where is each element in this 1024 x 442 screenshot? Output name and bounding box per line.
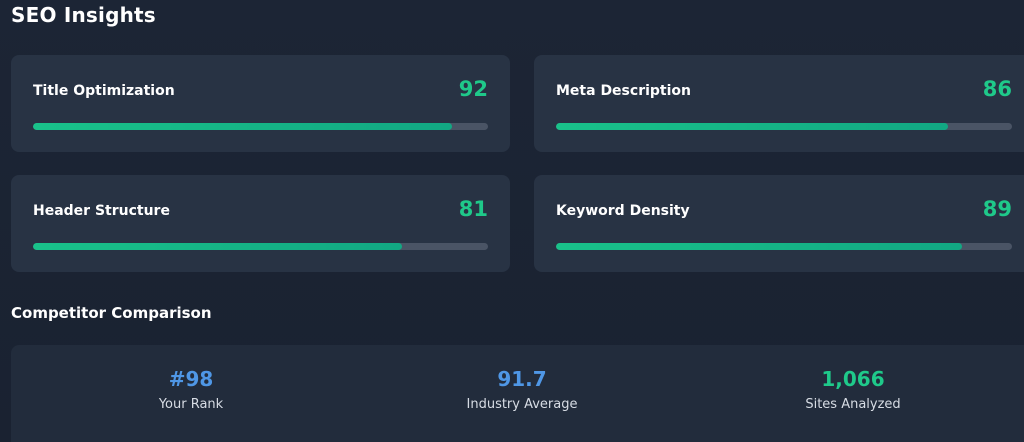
progress-track [33, 123, 488, 130]
stat-caption: Sites Analyzed [805, 397, 901, 412]
progress-track [33, 243, 488, 250]
stat-your-rank: #98 Your Rank [61, 367, 321, 412]
metric-label: Header Structure [33, 203, 170, 219]
metric-card-title-optimization: Title Optimization 92 [11, 55, 510, 152]
progress-fill [33, 243, 402, 250]
stat-value: 91.7 [497, 367, 547, 391]
metric-label: Keyword Density [556, 203, 690, 219]
progress-fill [556, 243, 962, 250]
metric-score: 89 [982, 197, 1012, 221]
progress-fill [556, 123, 949, 130]
metric-label: Meta Description [556, 83, 691, 99]
progress-fill [33, 123, 452, 130]
competitor-stats-panel: #98 Your Rank 91.7 Industry Average 1,06… [11, 345, 1024, 442]
stat-industry-average: 91.7 Industry Average [392, 367, 652, 412]
metric-score: 81 [458, 197, 488, 221]
section-title-competitor-comparison: Competitor Comparison [11, 304, 212, 322]
stat-value: #98 [168, 367, 214, 391]
page-title: SEO Insights [11, 3, 156, 27]
stat-caption: Industry Average [466, 397, 578, 412]
stat-value: 1,066 [821, 367, 885, 391]
metric-score: 86 [982, 77, 1012, 101]
metric-label: Title Optimization [33, 83, 175, 99]
progress-track [556, 243, 1012, 250]
metric-card-header-structure: Header Structure 81 [11, 175, 510, 272]
metric-card-keyword-density: Keyword Density 89 [534, 175, 1024, 272]
progress-track [556, 123, 1012, 130]
stat-caption: Your Rank [158, 397, 224, 412]
metric-card-meta-description: Meta Description 86 [534, 55, 1024, 152]
metric-score: 92 [458, 77, 488, 101]
stat-sites-analyzed: 1,066 Sites Analyzed [723, 367, 983, 412]
